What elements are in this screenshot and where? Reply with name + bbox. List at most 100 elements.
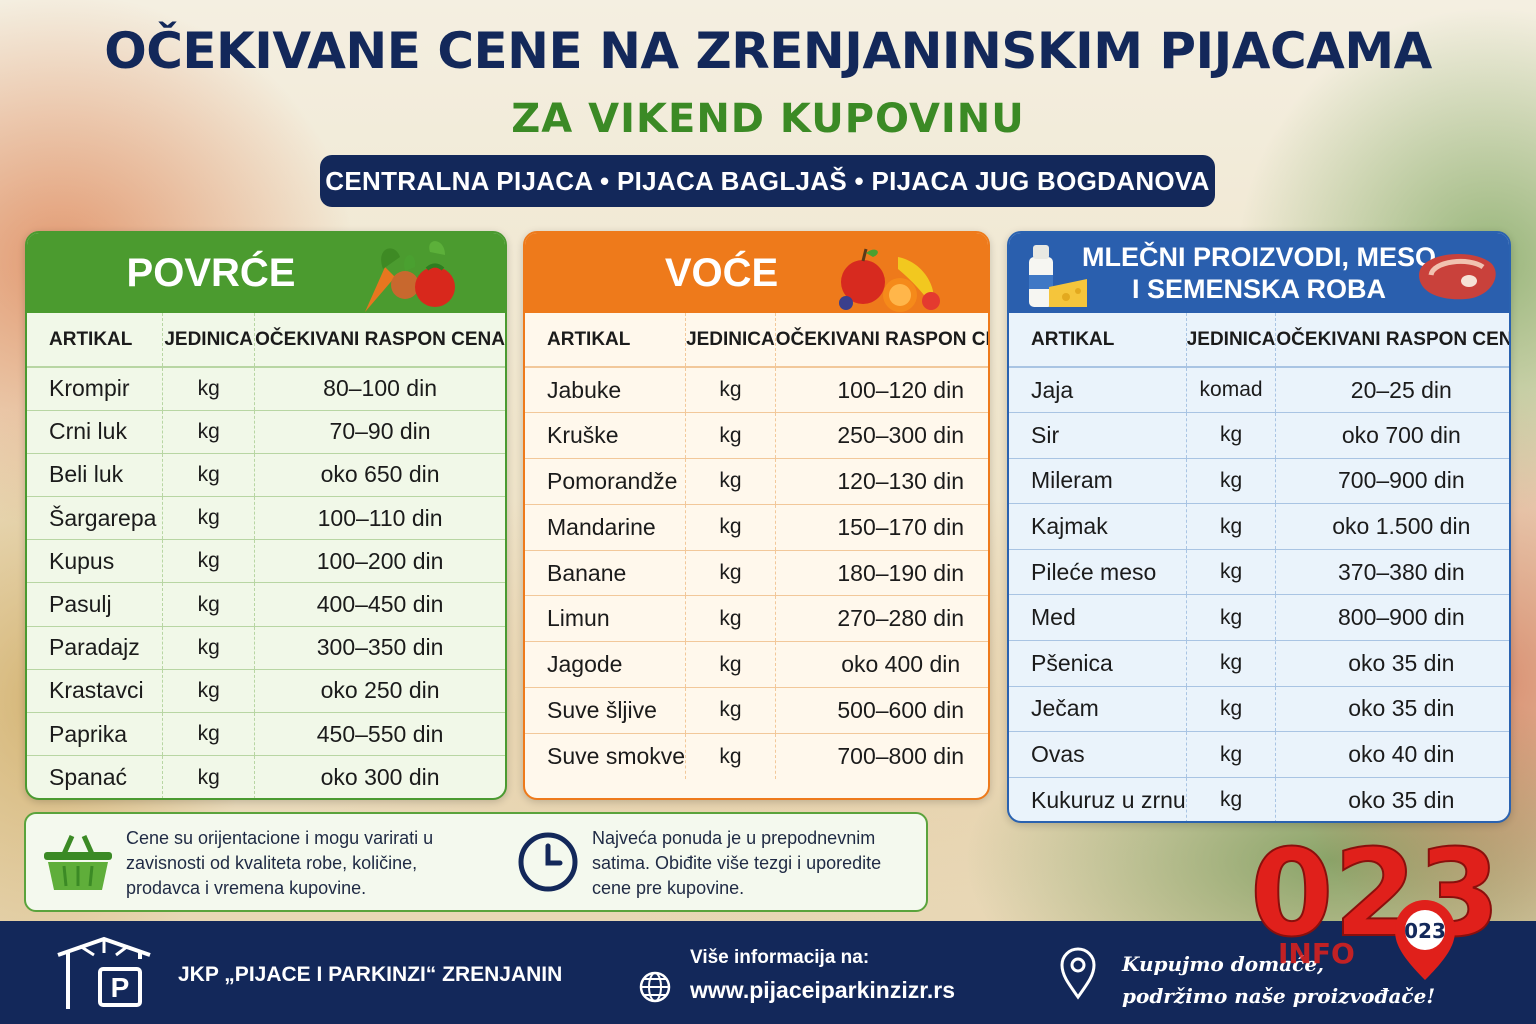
cell-price: 180–190 din [774, 550, 988, 597]
markets-banner: CENTRALNA PIJACA • PIJACA BAGLJAŠ • PIJA… [320, 155, 1215, 207]
cell-item: Krompir [27, 367, 163, 411]
table-row: Kajmak kg oko 1.500 din [1009, 503, 1509, 550]
table-row: Suve šljive kg 500–600 din [525, 687, 988, 734]
cell-price: oko 400 din [774, 641, 988, 689]
table-row: Ovas kg oko 40 din [1009, 731, 1509, 778]
cell-unit: kg [162, 453, 255, 498]
footer: P JKP „PIJACE I PARKINZI“ ZRENJANIN Više… [0, 921, 1536, 1024]
cell-unit: kg [685, 458, 776, 505]
cell-item: Crni luk [27, 410, 163, 454]
table-row: Crni luk kg 70–90 din [27, 410, 505, 454]
cell-item: Med [1009, 594, 1187, 642]
col-price: OČEKIVANI RASPON CENA [254, 313, 505, 368]
table-row: Beli luk kg oko 650 din [27, 453, 505, 498]
table-row: Pasulj kg 400–450 din [27, 582, 505, 627]
fruit-title: VOĆE [664, 250, 779, 295]
cell-item: Kajmak [1009, 503, 1187, 550]
globe-icon [639, 971, 671, 1003]
cell-item: Mandarine [525, 504, 686, 551]
dairy-header: MLEČNI PROIZVODI, MESO I SEMENSKA ROBA [1009, 233, 1509, 313]
col-price: OČEKIVANI RASPON CENA [774, 313, 988, 368]
cell-item: Pomorandže [525, 458, 686, 505]
svg-text:P: P [111, 972, 130, 1003]
table-row: Spanać kg oko 300 din [27, 755, 505, 798]
logo-badge: 023 [1404, 919, 1446, 943]
note-right-line3: cene pre kupovine. [592, 878, 745, 898]
cell-unit: kg [162, 496, 255, 541]
table-row: Krastavci kg oko 250 din [27, 669, 505, 714]
fruit-table: ARTIKAL JEDINICA OČEKIVANI RASPON CENA J… [525, 313, 988, 780]
fruit-icon [839, 248, 940, 312]
cell-unit: kg [1185, 686, 1276, 733]
col-item: ARTIKAL [1009, 313, 1187, 368]
logo-number: 023 [1250, 825, 1500, 964]
table-row: Banane kg 180–190 din [525, 550, 988, 597]
table-row: Sir kg oko 700 din [1009, 412, 1509, 459]
basket-icon [44, 834, 112, 890]
table-row: Paradajz kg 300–350 din [27, 626, 505, 670]
cell-unit: kg [162, 410, 255, 454]
cell-price: oko 1.500 din [1275, 503, 1509, 550]
cell-item: Šargarepa [27, 496, 163, 541]
cell-item: Kupus [27, 539, 163, 584]
table-row: Suve smokve kg 700–800 din [525, 733, 988, 780]
cell-price: 20–25 din [1275, 367, 1509, 414]
dairy-title-line1: MLEČNI PROIZVODI, MESO [1081, 242, 1437, 272]
cell-price: oko 300 din [254, 755, 505, 798]
cell-item: Beli luk [27, 453, 163, 498]
note-right-line2: satima. Obiđite više tezgi i uporedite [592, 853, 882, 873]
cell-unit: kg [162, 669, 255, 714]
note-left-line1: Cene su orijentacione i mogu varirati u [126, 828, 434, 848]
cell-unit: kg [1185, 640, 1276, 687]
col-price: OČEKIVANI RASPON CENA [1275, 313, 1509, 368]
table-row: Mandarine kg 150–170 din [525, 504, 988, 551]
location-pin-icon [1060, 947, 1096, 1000]
footer-slogan: Kupujmo domaće, podržimo naše proizvođač… [1122, 948, 1435, 1012]
cell-price: oko 35 din [1275, 777, 1509, 821]
cell-item: Jabuke [525, 367, 686, 414]
table-row: Kupus kg 100–200 din [27, 539, 505, 584]
table-row: Ječam kg oko 35 din [1009, 686, 1509, 733]
cell-price: 700–800 din [774, 733, 988, 780]
cell-unit: kg [162, 367, 255, 411]
cell-price: 800–900 din [1275, 594, 1509, 642]
023-info-logo: 023 INFO 023 [1250, 824, 1500, 980]
cell-item: Mileram [1009, 458, 1187, 505]
cell-item: Limun [525, 595, 686, 643]
cell-item: Jaja [1009, 367, 1187, 414]
cell-item: Sir [1009, 412, 1187, 459]
cell-unit: kg [685, 367, 776, 414]
table-row: Jagode kg oko 400 din [525, 641, 988, 689]
cell-price: oko 650 din [254, 453, 505, 498]
cell-unit: kg [162, 582, 255, 627]
note-right-line1: Najveća ponuda je u prepodnevnim [592, 828, 876, 848]
cell-price: 270–280 din [774, 595, 988, 643]
cell-item: Kruške [525, 412, 686, 460]
cell-price: 120–130 din [774, 458, 988, 505]
cell-item: Suve šljive [525, 687, 686, 734]
cell-price: oko 250 din [254, 669, 505, 714]
cell-price: 250–300 din [774, 412, 988, 460]
vegetables-panel: POVRĆE ARTIKAL JEDINICA OČEKIVANI RASPON… [25, 231, 507, 800]
cell-unit: kg [1185, 731, 1276, 778]
dairy-title-line2: I SEMENSKA ROBA [1131, 274, 1387, 304]
cell-unit: kg [1185, 549, 1276, 596]
cell-unit: kg [1185, 458, 1276, 505]
cell-price: 100–110 din [254, 496, 505, 541]
table-row: Limun kg 270–280 din [525, 595, 988, 643]
table-row: Mileram kg 700–900 din [1009, 458, 1509, 505]
cell-item: Pšenica [1009, 640, 1187, 687]
cell-unit: kg [685, 733, 776, 780]
cell-price: 400–450 din [254, 582, 505, 627]
slogan-line1: Kupujmo domaće, [1122, 952, 1325, 976]
cell-price: 100–120 din [774, 367, 988, 414]
cell-price: 450–550 din [254, 712, 505, 757]
dairy-table: ARTIKAL JEDINICA OČEKIVANI RASPON CENA J… [1009, 313, 1509, 821]
vegetables-table: ARTIKAL JEDINICA OČEKIVANI RASPON CENA K… [27, 313, 505, 798]
cell-unit: kg [1185, 594, 1276, 642]
footer-website-link[interactable]: www.pijaceiparkinzizr.rs [690, 977, 956, 1003]
slogan-line2: podržimo naše proizvođače! [1122, 984, 1436, 1008]
cell-item: Ovas [1009, 731, 1187, 778]
col-unit: JEDINICA [685, 313, 776, 368]
cell-price: 700–900 din [1275, 458, 1509, 505]
